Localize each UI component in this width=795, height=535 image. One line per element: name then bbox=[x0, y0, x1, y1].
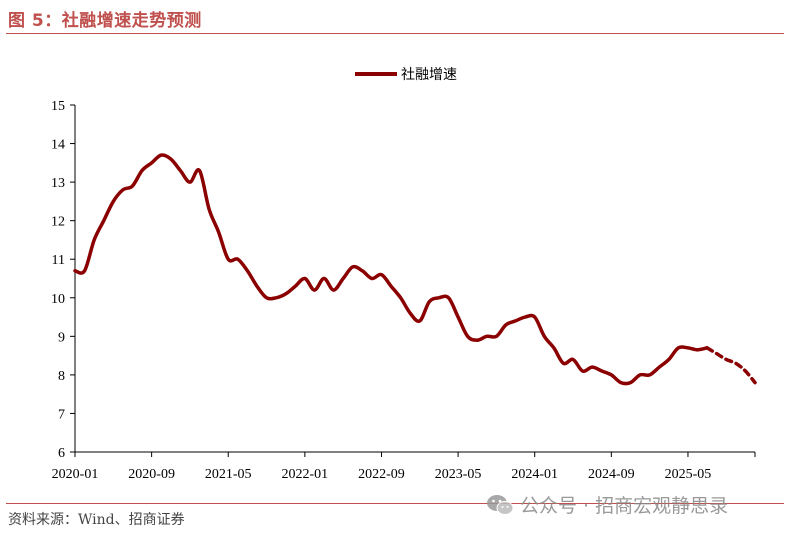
watermark: 公众号 · 招商宏观静思录 bbox=[486, 491, 728, 518]
y-tick-label: 6 bbox=[58, 446, 65, 461]
series-line-forecast bbox=[705, 346, 757, 385]
source-note: 资料来源：Wind、招商证券 bbox=[8, 512, 185, 528]
y-tick-label: 14 bbox=[51, 138, 65, 153]
title-divider bbox=[6, 33, 784, 34]
watermark-text: 公众号 · 招商宏观静思录 bbox=[520, 495, 729, 517]
y-tick-label: 15 bbox=[51, 99, 65, 114]
x-tick-label: 2020-01 bbox=[52, 467, 99, 480]
y-tick-label: 8 bbox=[58, 369, 65, 384]
figure-title: 图 5：社融增速走势预测 bbox=[8, 11, 202, 31]
x-tick-label: 2025-05 bbox=[665, 467, 712, 480]
y-tick-label: 7 bbox=[58, 407, 65, 422]
chart-axes: 6 7 8 9 10 11 12 13 14 15 2020-01 2020-09 2021-05 202… bbox=[51, 99, 756, 480]
x-tick-label: 2023-05 bbox=[435, 467, 482, 480]
y-tick-label: 11 bbox=[52, 253, 65, 268]
x-tick-label: 2021-05 bbox=[205, 467, 252, 480]
x-tick-label: 2022-09 bbox=[358, 467, 405, 480]
source-divider bbox=[6, 503, 784, 504]
x-tick-label: 2022-01 bbox=[282, 467, 329, 480]
y-tick-label: 10 bbox=[51, 292, 65, 307]
x-tick-label: 2024-01 bbox=[511, 467, 558, 480]
y-tick-label: 12 bbox=[51, 215, 65, 230]
chart-legend: 社融增速 bbox=[355, 67, 457, 83]
x-tick-label: 2024-09 bbox=[588, 467, 635, 480]
y-tick-label: 13 bbox=[51, 176, 65, 191]
series-line-actual bbox=[73, 153, 709, 386]
wechat-icon bbox=[487, 494, 514, 515]
line-chart: 社融增速 6 7 8 9 10 11 12 13 14 15 2020-01 2020-09 2021-… bbox=[51, 67, 757, 480]
legend-label: 社融增速 bbox=[401, 67, 457, 83]
x-tick-label: 2020-09 bbox=[128, 467, 175, 480]
chart-plot-area bbox=[73, 153, 757, 386]
y-tick-label: 9 bbox=[58, 330, 65, 345]
